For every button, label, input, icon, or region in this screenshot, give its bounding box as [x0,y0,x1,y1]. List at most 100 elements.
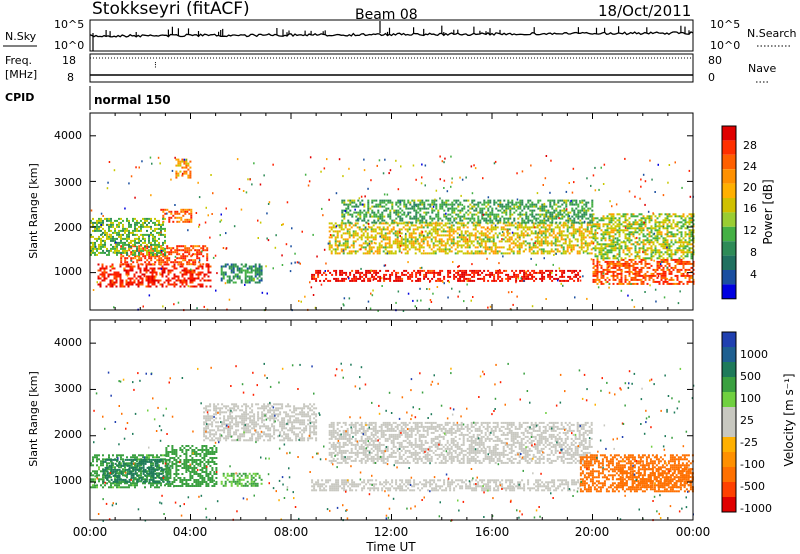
data-cell [664,247,667,250]
data-cell [317,269,320,272]
data-cell [612,213,615,216]
data-cell [190,220,193,223]
data-cell [520,226,523,229]
data-cell [572,226,575,229]
data-cell [577,273,580,276]
data-cell [459,211,462,214]
data-cell [351,269,354,272]
data-cell [571,215,574,218]
data-cell [497,275,500,278]
data-cell [340,248,343,251]
data-cell [175,176,178,179]
data-cell [190,208,193,211]
data-cell [126,229,128,232]
data-cell [108,253,110,256]
data-cell [447,209,450,212]
data-cell [686,243,689,246]
data-cell [418,234,421,237]
data-cell [610,235,613,238]
scatter-cell [377,309,379,312]
data-cell [618,213,621,216]
data-cell [520,242,523,245]
data-cell [539,271,542,274]
data-cell [575,203,578,206]
data-cell [475,221,478,224]
data-cell [509,205,512,208]
data-cell [173,283,176,286]
data-cell [536,246,539,249]
data-cell [420,252,423,255]
data-cell [684,247,687,250]
data-cell [658,233,661,236]
data-cell [450,234,453,237]
data-cell [650,245,653,248]
data-cell [113,267,116,270]
data-cell [608,278,611,281]
data-cell [537,213,540,216]
data-cell [234,263,237,266]
data-cell [606,215,609,218]
data-cell [449,271,452,274]
data-cell [421,201,424,204]
data-cell [654,280,657,283]
data-cell [646,262,649,265]
data-cell [569,203,572,206]
data-cell [179,271,182,274]
data-cell [654,268,657,271]
data-cell [197,267,200,270]
data-cell [158,219,160,222]
data-cell [176,247,179,250]
data-cell [140,239,142,242]
data-cell [362,224,365,227]
data-cell [498,240,501,243]
data-cell [628,217,631,220]
data-cell [555,213,558,216]
data-cell [540,232,543,235]
data-cell [610,221,613,224]
scatter-cell [100,212,103,215]
data-cell [113,273,116,276]
data-cell [481,203,484,206]
data-cell [610,266,613,269]
data-cell [628,255,631,258]
data-cell [185,172,188,175]
data-cell [448,238,451,241]
data-cell [153,275,156,278]
data-cell [475,213,478,216]
data-cell [150,217,152,220]
data-cell [676,268,679,271]
data-cell [435,199,438,202]
data-cell [626,213,629,216]
data-cell [580,246,583,249]
data-cell [676,229,679,232]
data-cell [165,267,168,270]
data-cell [682,282,685,285]
data-cell [389,209,392,212]
data-cell [133,265,136,268]
data-cell [378,226,381,229]
data-cell [577,215,580,218]
data-cell [690,251,693,254]
data-cell [366,238,369,241]
data-cell [133,279,136,282]
data-cell [412,230,415,233]
data-cell [471,215,474,218]
data-cell [606,245,609,248]
freq-label-top: Freq. [5,54,32,67]
data-cell [666,229,669,232]
data-cell [337,277,340,280]
data-cell [519,201,522,204]
data-cell [370,242,373,245]
data-cell [521,203,524,206]
data-cell [106,235,108,238]
data-cell [108,219,110,222]
data-cell [391,273,394,276]
data-cell [189,271,192,274]
data-cell [118,249,120,252]
data-cell [413,205,416,208]
data-cell [608,245,611,248]
data-cell [616,241,619,244]
data-cell [499,209,502,212]
data-cell [109,281,112,284]
data-cell [168,210,171,213]
